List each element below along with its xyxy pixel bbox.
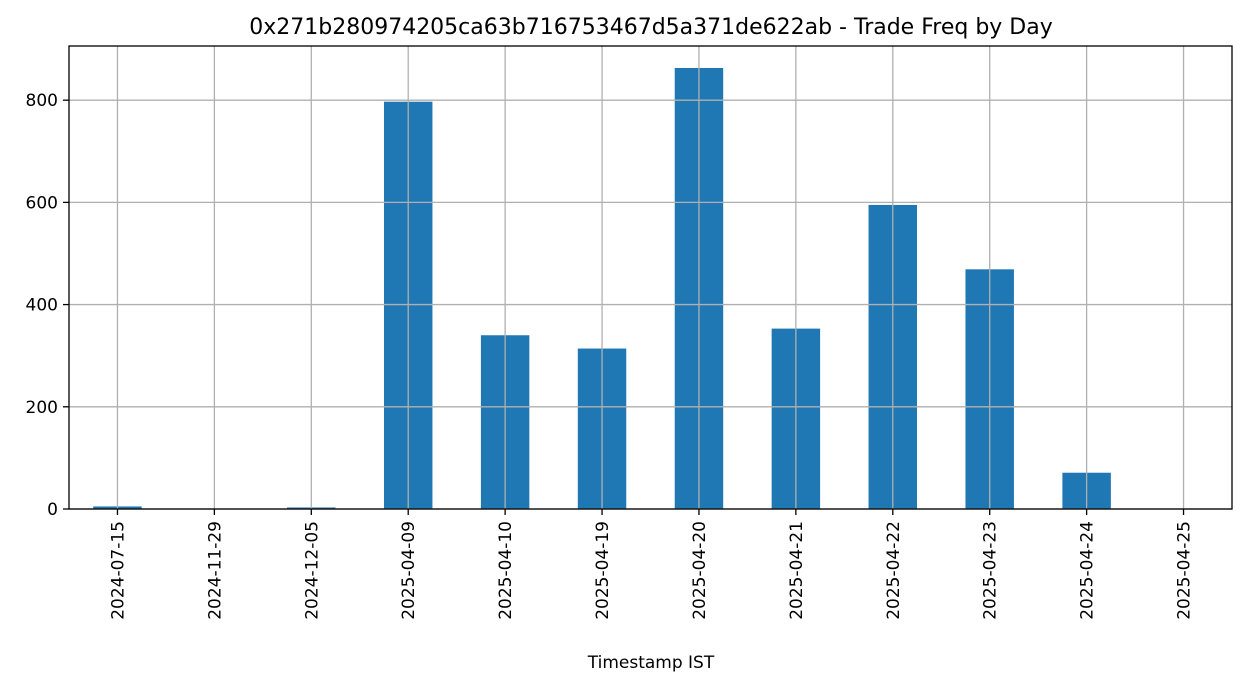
y-tick-label: 600 (26, 193, 58, 213)
y-tick-label: 800 (26, 91, 58, 111)
x-tick-label: 2025-04-25 (1175, 521, 1195, 620)
x-tick-label: 2025-04-23 (981, 521, 1001, 620)
x-tick-label: 2025-04-19 (593, 521, 613, 620)
x-tick-label: 2025-04-10 (496, 521, 516, 620)
y-axis-ticks: 0 200 400 600 800 (26, 91, 69, 520)
x-tick-label: 2025-04-21 (787, 521, 807, 620)
y-tick-label: 400 (26, 296, 58, 316)
x-tick-label: 2024-12-05 (302, 521, 322, 620)
x-tick-label: 2025-04-09 (399, 521, 419, 620)
y-tick-label: 200 (26, 398, 58, 418)
y-tick-label: 0 (47, 500, 58, 520)
x-tick-label: 2025-04-22 (884, 521, 904, 620)
bars (69, 46, 1232, 510)
x-tick-label: 2024-11-29 (205, 521, 225, 620)
x-tick-label: 2025-04-24 (1078, 521, 1098, 620)
x-tick-label: 2025-04-20 (690, 521, 710, 620)
x-axis-label: Timestamp IST (587, 653, 715, 673)
plot-frame (68, 45, 1233, 510)
x-axis-ticks: 2024-07-15 2024-11-29 2024-12-05 2025-04-09… (108, 509, 1195, 620)
x-tick-label: 2024-07-15 (108, 521, 128, 620)
chart-title: 0x271b280974205ca63b716753467d5a371de622… (249, 15, 1053, 40)
